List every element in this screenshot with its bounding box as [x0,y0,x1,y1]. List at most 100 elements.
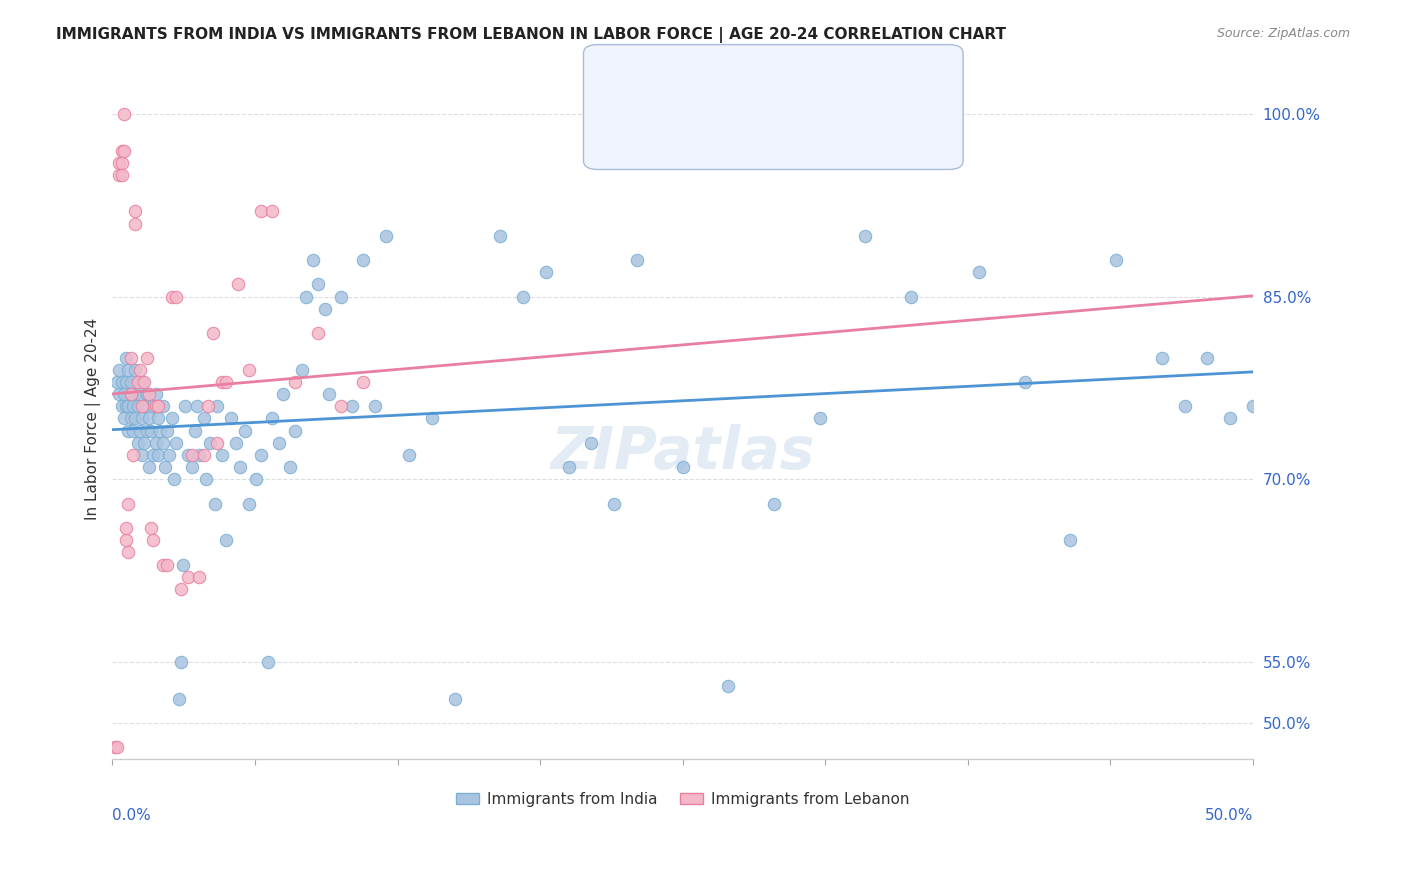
Point [226,277,249,292]
Point [512,290,534,304]
Point [160,290,183,304]
Point [152,558,174,572]
Point [127,399,149,413]
Point [131,448,153,462]
Point [284,375,307,389]
Point [489,228,512,243]
Point [900,290,922,304]
Point [717,679,740,693]
Point [176,448,198,462]
Point [238,497,260,511]
Point [142,448,165,462]
Point [581,435,603,450]
Point [135,351,157,365]
Point [146,448,169,462]
Text: 50: 50 [827,104,846,119]
Point [142,533,165,548]
Point [117,424,139,438]
Point [105,375,128,389]
Point [1059,533,1081,548]
Point [557,460,579,475]
Point [110,399,132,413]
Point [117,362,139,376]
Point [135,387,157,401]
Point [122,424,145,438]
Point [626,253,648,268]
Point [141,521,163,535]
Point [249,204,271,219]
Point [122,448,145,462]
Point [307,277,329,292]
Point [181,460,204,475]
Point [207,435,229,450]
Point [211,375,233,389]
Point [134,375,156,389]
Point [215,375,238,389]
Point [124,217,146,231]
Point [120,387,142,401]
Point [165,435,187,450]
Point [302,253,325,268]
Point [156,558,179,572]
Point [110,155,132,169]
Point [181,448,204,462]
Point [160,411,183,425]
Text: 119: 119 [827,78,856,92]
Point [112,387,135,401]
Point [108,387,131,401]
Point [375,228,398,243]
Point [186,399,208,413]
Point [120,375,142,389]
Point [120,387,142,401]
Point [153,460,176,475]
Point [112,144,135,158]
Point [124,387,146,401]
Point [138,411,160,425]
Point [176,570,198,584]
Point [156,424,179,438]
Text: ZIPatlas: ZIPatlas [550,424,815,481]
Point [420,411,443,425]
Point [117,497,139,511]
Point [201,326,224,341]
Point [762,497,785,511]
Point [141,424,163,438]
Point [131,399,153,413]
Legend: Immigrants from India, Immigrants from Lebanon: Immigrants from India, Immigrants from L… [450,786,915,814]
Point [108,168,131,182]
Point [115,375,138,389]
Point [131,375,153,389]
Point [967,265,990,279]
Point [672,460,695,475]
Point [808,411,831,425]
Point [207,399,229,413]
Point [204,497,226,511]
Point [138,387,160,401]
Point [534,265,557,279]
Text: IMMIGRANTS FROM INDIA VS IMMIGRANTS FROM LEBANON IN LABOR FORCE | AGE 20-24 CORR: IMMIGRANTS FROM INDIA VS IMMIGRANTS FROM… [56,27,1007,43]
Point [104,740,127,755]
Point [145,387,167,401]
Point [200,435,222,450]
Point [262,204,284,219]
Point [170,655,193,669]
Point [163,472,186,486]
Point [122,399,145,413]
Point [225,435,247,450]
Point [124,204,146,219]
Point [124,411,146,425]
Point [273,387,295,401]
Point [340,399,363,413]
Point [267,435,290,450]
Point [329,399,352,413]
Point [115,351,138,365]
Point [131,411,153,425]
Point [1241,399,1264,413]
Point [197,399,219,413]
Point [159,448,181,462]
Point [307,326,329,341]
Text: 0.236: 0.236 [738,104,782,119]
Point [352,253,374,268]
Point [134,435,156,450]
Point [245,472,267,486]
